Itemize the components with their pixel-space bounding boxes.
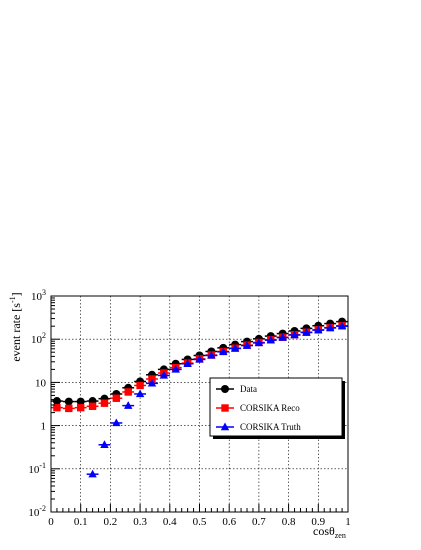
x-tick-label: 0.6 [222, 516, 236, 528]
y-tick-label: 1 [41, 421, 47, 433]
y-tick-label-base: 1 [41, 421, 47, 433]
data-point [112, 418, 121, 427]
y-tick-label-base: 10 [28, 464, 40, 476]
y-axis-label-main: event rate [s [9, 303, 23, 362]
data-point [135, 389, 145, 398]
y-axis-label-end: ] [9, 292, 23, 296]
legend-label: CORSIKA Reco [240, 403, 300, 413]
x-tick-label: 0.8 [282, 516, 296, 528]
data-point [195, 354, 204, 363]
legend-entry: CORSIKA Reco [216, 403, 300, 413]
y-tick-label-base: 10 [31, 334, 43, 346]
data-point [76, 397, 85, 406]
data-point [136, 381, 144, 390]
y-tick-label-exp: 3 [42, 288, 46, 297]
data-point [88, 469, 97, 478]
x-tick-label: 0.1 [74, 516, 88, 528]
x-tick-label: 0.3 [133, 516, 147, 528]
data-point [302, 327, 311, 336]
y-tick-label: 10 [35, 377, 47, 389]
data-point [183, 359, 192, 367]
x-axis-label-sub: zen [335, 531, 346, 540]
y-tick-label-exp: -1 [39, 461, 46, 470]
data-point [278, 333, 287, 341]
x-axis-label: cosθzen [313, 524, 346, 540]
axis-tick-labels: 0 0.1 0.2 0.3 0.4 0.5 0.6 0.7 0.8 0.9 110-210-1110… [28, 288, 350, 528]
y-tick-label: 103 [31, 288, 46, 303]
y-tick-label-base: 10 [28, 507, 40, 519]
data-point [242, 341, 252, 349]
legend-marker [221, 404, 229, 412]
data-point [100, 440, 109, 448]
data-point [147, 378, 157, 387]
y-tick-label-exp: 2 [42, 331, 46, 340]
data-point [124, 388, 132, 396]
data-point [53, 403, 61, 412]
y-tick-label-exp: -2 [39, 504, 46, 513]
x-tick-label: 0.5 [193, 516, 207, 528]
x-tick-label: 0.4 [163, 516, 177, 528]
x-tick-label: 1 [345, 516, 351, 528]
x-axis-label-main: cosθ [313, 524, 335, 538]
data-point [207, 350, 216, 359]
y-tick-label-base: 10 [31, 291, 43, 303]
data-point [290, 330, 299, 339]
data-point [325, 323, 335, 332]
data-point [219, 347, 228, 356]
legend-entry: CORSIKA Truth [216, 422, 301, 432]
legend-marker [220, 422, 230, 431]
legend-marker [221, 385, 229, 393]
data-point [254, 338, 264, 347]
data-point [88, 402, 97, 410]
x-tick-label: 0.9 [311, 516, 325, 528]
data-point [159, 370, 169, 379]
data-point [337, 321, 347, 330]
series-triangle [86, 321, 348, 478]
data-point [314, 325, 323, 334]
x-tick-label: 0 [48, 516, 54, 528]
legend-label: CORSIKA Truth [240, 422, 301, 432]
data-point [266, 335, 275, 344]
data-point [52, 397, 61, 406]
y-axis-label-sup: -1 [8, 296, 17, 303]
y-tick-label: 10-1 [28, 461, 46, 476]
y-tick-label: 102 [31, 331, 46, 346]
data-point [112, 394, 121, 402]
data-point [171, 364, 180, 373]
data-point [77, 403, 85, 412]
series-layer [51, 317, 348, 478]
x-tick-label: 0.2 [104, 516, 118, 528]
y-tick-label-base: 10 [35, 377, 47, 389]
data-point [65, 404, 73, 413]
data-point [100, 399, 109, 407]
data-point [124, 401, 133, 409]
y-tick-label: 10-2 [28, 504, 46, 519]
legend-label: Data [240, 384, 257, 394]
legend: Data CORSIKA Reco CORSIKA Truth [209, 377, 345, 439]
legend-entry: Data [216, 384, 257, 394]
y-axis-label: event rate [s-1] [8, 292, 23, 361]
data-point [230, 343, 240, 352]
data-point [64, 397, 73, 406]
x-tick-label: 0.7 [252, 516, 266, 528]
axis-ticks [50, 295, 349, 513]
